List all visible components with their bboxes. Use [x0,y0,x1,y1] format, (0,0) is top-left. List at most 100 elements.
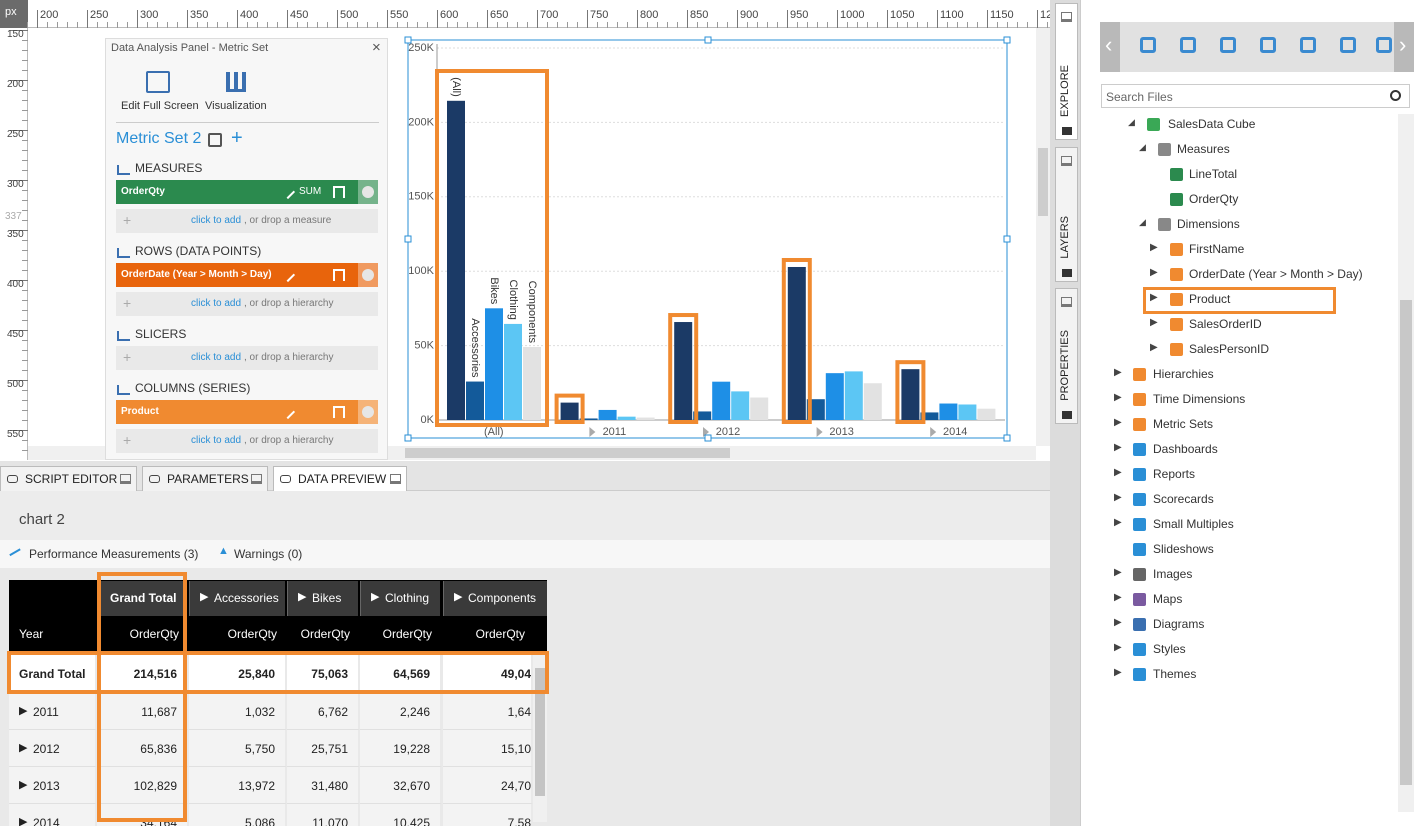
edit-icon[interactable] [280,267,296,283]
tree-item[interactable]: Scorecards [1153,492,1214,506]
bottom-tab[interactable]: SCRIPT EDITOR [0,466,137,491]
side-tab[interactable]: EXPLORE [1055,3,1078,140]
toolbar-button[interactable] [1220,37,1236,53]
tree-item[interactable]: Reports [1153,467,1196,481]
drop-zone[interactable]: + click to add, or drop a measure [116,209,378,233]
field-pill[interactable]: OrderQty SUM [116,180,378,204]
drop-zone[interactable]: + click to add, or drop a hierarchy [116,346,378,370]
tree-item[interactable]: FirstName [1189,242,1245,256]
tab-window-icon[interactable] [251,474,262,484]
tree-item[interactable]: LineTotal [1189,167,1238,181]
tree-item[interactable]: Dashboards [1153,442,1218,456]
tree-toggle[interactable]: ▶ [1114,642,1122,653]
aggregation[interactable]: SUM [299,186,322,197]
tree-toggle[interactable]: ▶ [1150,267,1158,278]
tree-item[interactable]: OrderQty [1189,192,1239,206]
toolbar-button[interactable] [1180,37,1196,53]
scroll-thumb[interactable] [1038,148,1048,216]
tree-item[interactable]: Metric Sets [1153,417,1214,431]
performance-link[interactable]: Performance Measurements (3) [29,547,199,561]
drop-zone[interactable]: + click to add, or drop a hierarchy [116,429,378,453]
scroll-thumb[interactable] [1400,300,1412,785]
edit-icon[interactable] [280,404,296,420]
bottom-tab[interactable]: DATA PREVIEW [273,466,407,491]
tree-toggle[interactable]: ▶ [1114,667,1122,678]
tree-toggle[interactable]: ◢ [1139,142,1146,152]
toolbar-button[interactable] [1260,37,1276,53]
tree-toggle[interactable]: ▶ [1114,592,1122,603]
tree-toggle[interactable]: ◢ [1128,117,1135,127]
tree-toggle[interactable]: ◢ [1139,217,1146,227]
tree-toggle[interactable]: ▶ [1150,342,1158,353]
edit-icon[interactable] [146,71,170,93]
tree-item[interactable]: SalesData Cube [1168,117,1256,131]
close-button[interactable]: × [372,39,381,56]
column-group-header[interactable]: Accessories ▶ [189,581,285,616]
add-link[interactable]: click to add [191,215,242,226]
tab-window-icon[interactable] [120,474,131,484]
tree-toggle[interactable]: ▶ [1114,417,1122,428]
field-pill[interactable]: Product [116,400,378,424]
tree-item[interactable]: Hierarchies [1153,367,1214,381]
tab-window-icon[interactable] [390,474,401,484]
add-link[interactable]: click to add [191,298,242,309]
filter-icon[interactable] [333,186,345,198]
tree-toggle[interactable]: ▶ [1114,492,1122,503]
add-link[interactable]: click to add [191,435,242,446]
add-button[interactable]: + [231,127,243,149]
column-group-header[interactable]: Bikes ▶ [287,581,358,616]
tree-item[interactable]: OrderDate (Year > Month > Day) [1189,267,1363,281]
warnings-link[interactable]: Warnings (0) [234,547,303,561]
scroll-right[interactable]: › [1394,22,1414,72]
tree-item[interactable]: Maps [1153,592,1183,606]
tree-toggle[interactable]: ▶ [1150,317,1158,328]
tree-item[interactable]: Diagrams [1153,617,1205,631]
tree-item[interactable]: SalesPersonID [1189,342,1270,356]
filter-icon[interactable] [333,406,345,418]
tree-item[interactable]: Styles [1153,642,1186,656]
remove-icon[interactable] [362,186,374,198]
tree-item[interactable]: SalesOrderID [1189,317,1262,331]
tree-toggle[interactable]: ▶ [1114,392,1122,403]
remove-icon[interactable] [362,406,374,418]
column-group-header[interactable]: Grand Total [97,581,187,616]
toolbar-button[interactable] [1340,37,1356,53]
field-pill[interactable]: OrderDate (Year > Month > Day) [116,263,378,287]
tree-item[interactable]: Images [1153,567,1193,581]
tree-toggle[interactable]: ▶ [1114,442,1122,453]
tree-toggle[interactable]: ▶ [1114,517,1122,528]
side-tab[interactable]: LAYERS [1055,147,1078,282]
tree-item[interactable]: Measures [1177,142,1230,156]
panel-button[interactable]: Visualization [205,100,267,112]
column-group-header[interactable]: Components ▶ [443,581,547,616]
tree-item[interactable]: Small Multiples [1153,517,1234,531]
tree-item[interactable]: Product [1189,292,1231,306]
tree-toggle[interactable]: ▶ [1114,567,1122,578]
tree-item[interactable]: Slideshows [1153,542,1214,556]
add-link[interactable]: click to add [191,352,242,363]
tree-toggle[interactable]: ▶ [1114,617,1122,628]
toolbar-button[interactable] [1300,37,1316,53]
scroll-thumb[interactable] [535,668,545,796]
drop-zone[interactable]: + click to add, or drop a hierarchy [116,292,378,316]
remove-icon[interactable] [362,269,374,281]
tree-toggle[interactable]: ▶ [1114,467,1122,478]
tree-toggle[interactable]: ▶ [1114,367,1122,378]
tree-toggle[interactable]: ▶ [1150,292,1158,303]
toolbar-button[interactable] [1140,37,1156,53]
tree-item[interactable]: Themes [1153,667,1197,681]
filter-icon[interactable] [333,269,345,281]
scroll-thumb[interactable] [405,448,730,458]
toolbar-button[interactable] [1376,37,1392,53]
tree-item[interactable]: Time Dimensions [1153,392,1246,406]
edit-icon[interactable] [280,184,296,200]
bottom-tab[interactable]: PARAMETERS [142,466,268,491]
side-tab[interactable]: PROPERTIES [1055,288,1078,424]
edit-button[interactable] [208,133,222,147]
tree-toggle[interactable]: ▶ [1150,242,1158,253]
column-group-header[interactable]: Clothing ▶ [360,581,440,616]
search-box[interactable]: Search Files [1101,84,1410,108]
panel-button[interactable]: Edit Full Screen [121,100,199,112]
tree-item[interactable]: Dimensions [1177,217,1240,231]
scroll-left[interactable]: ‹ [1100,22,1120,72]
